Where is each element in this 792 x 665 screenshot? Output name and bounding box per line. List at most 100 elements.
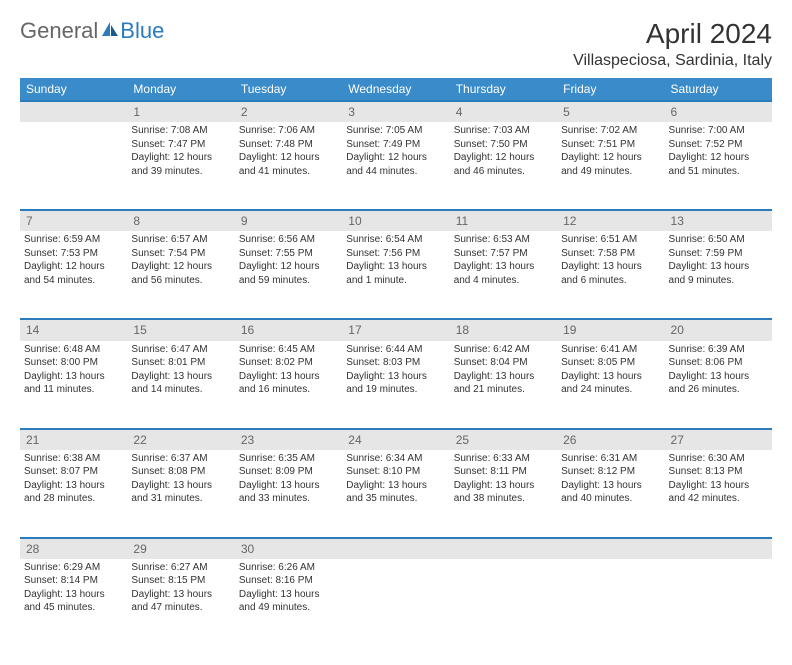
sunset-text: Sunset: 8:13 PM: [669, 465, 768, 479]
sunset-text: Sunset: 8:06 PM: [669, 356, 768, 370]
daylight-text-2: and 44 minutes.: [346, 165, 445, 179]
daylight-text: Daylight: 13 hours: [561, 370, 660, 384]
day-cell: Sunrise: 6:42 AMSunset: 8:04 PMDaylight:…: [450, 341, 557, 429]
weekday-header: Wednesday: [342, 78, 449, 101]
day-number: 19: [557, 319, 664, 340]
daylight-text: Daylight: 13 hours: [561, 260, 660, 274]
daylight-text-2: and 1 minute.: [346, 274, 445, 288]
day-number: 7: [20, 210, 127, 231]
day-cell: Sunrise: 6:31 AMSunset: 8:12 PMDaylight:…: [557, 450, 664, 538]
day-number: 23: [235, 429, 342, 450]
daylight-text: Daylight: 13 hours: [454, 479, 553, 493]
day-cell: Sunrise: 6:37 AMSunset: 8:08 PMDaylight:…: [127, 450, 234, 538]
day-number: 11: [450, 210, 557, 231]
sunset-text: Sunset: 7:58 PM: [561, 247, 660, 261]
daylight-text-2: and 54 minutes.: [24, 274, 123, 288]
daylight-text: Daylight: 13 hours: [131, 479, 230, 493]
day-cell: Sunrise: 6:30 AMSunset: 8:13 PMDaylight:…: [665, 450, 772, 538]
week-row: Sunrise: 7:08 AMSunset: 7:47 PMDaylight:…: [20, 122, 772, 210]
day-number: 21: [20, 429, 127, 450]
title-block: April 2024 Villaspeciosa, Sardinia, Ital…: [573, 18, 772, 70]
daylight-text-2: and 47 minutes.: [131, 601, 230, 615]
week-row: Sunrise: 6:38 AMSunset: 8:07 PMDaylight:…: [20, 450, 772, 538]
sunrise-text: Sunrise: 6:42 AM: [454, 343, 553, 357]
weekday-header: Friday: [557, 78, 664, 101]
sunrise-text: Sunrise: 6:29 AM: [24, 561, 123, 575]
sunset-text: Sunset: 8:05 PM: [561, 356, 660, 370]
week-row: Sunrise: 6:59 AMSunset: 7:53 PMDaylight:…: [20, 231, 772, 319]
day-cell: Sunrise: 6:53 AMSunset: 7:57 PMDaylight:…: [450, 231, 557, 319]
daylight-text: Daylight: 12 hours: [454, 151, 553, 165]
day-number: 27: [665, 429, 772, 450]
day-number: 26: [557, 429, 664, 450]
daylight-text-2: and 49 minutes.: [561, 165, 660, 179]
sunset-text: Sunset: 7:47 PM: [131, 138, 230, 152]
sunset-text: Sunset: 8:00 PM: [24, 356, 123, 370]
daylight-text: Daylight: 12 hours: [24, 260, 123, 274]
sunrise-text: Sunrise: 7:02 AM: [561, 124, 660, 138]
daylight-text: Daylight: 13 hours: [24, 588, 123, 602]
daylight-text-2: and 39 minutes.: [131, 165, 230, 179]
day-number: [665, 538, 772, 559]
daylight-text-2: and 41 minutes.: [239, 165, 338, 179]
daynum-row: 282930: [20, 538, 772, 559]
daylight-text-2: and 31 minutes.: [131, 492, 230, 506]
day-cell: Sunrise: 6:35 AMSunset: 8:09 PMDaylight:…: [235, 450, 342, 538]
day-cell: Sunrise: 6:54 AMSunset: 7:56 PMDaylight:…: [342, 231, 449, 319]
brand-part2: Blue: [120, 18, 164, 44]
day-number: 12: [557, 210, 664, 231]
sunset-text: Sunset: 8:12 PM: [561, 465, 660, 479]
day-cell: Sunrise: 6:56 AMSunset: 7:55 PMDaylight:…: [235, 231, 342, 319]
daylight-text: Daylight: 13 hours: [454, 260, 553, 274]
day-number: 14: [20, 319, 127, 340]
sunset-text: Sunset: 8:14 PM: [24, 574, 123, 588]
sunset-text: Sunset: 8:10 PM: [346, 465, 445, 479]
daylight-text-2: and 11 minutes.: [24, 383, 123, 397]
daylight-text-2: and 14 minutes.: [131, 383, 230, 397]
sunset-text: Sunset: 7:49 PM: [346, 138, 445, 152]
day-number: 13: [665, 210, 772, 231]
daylight-text-2: and 49 minutes.: [239, 601, 338, 615]
calendar-page: GeneralBlue April 2024 Villaspeciosa, Sa…: [0, 0, 792, 665]
page-header: GeneralBlue April 2024 Villaspeciosa, Sa…: [20, 18, 772, 70]
daylight-text: Daylight: 12 hours: [239, 151, 338, 165]
daylight-text: Daylight: 13 hours: [346, 260, 445, 274]
daylight-text: Daylight: 13 hours: [131, 370, 230, 384]
daylight-text: Daylight: 13 hours: [669, 479, 768, 493]
weekday-header: Thursday: [450, 78, 557, 101]
sunrise-text: Sunrise: 6:31 AM: [561, 452, 660, 466]
sunset-text: Sunset: 8:16 PM: [239, 574, 338, 588]
day-number: 2: [235, 101, 342, 122]
sunset-text: Sunset: 8:03 PM: [346, 356, 445, 370]
day-cell: Sunrise: 6:26 AMSunset: 8:16 PMDaylight:…: [235, 559, 342, 647]
daylight-text: Daylight: 12 hours: [561, 151, 660, 165]
sunrise-text: Sunrise: 6:44 AM: [346, 343, 445, 357]
sunset-text: Sunset: 8:08 PM: [131, 465, 230, 479]
daylight-text-2: and 4 minutes.: [454, 274, 553, 288]
daylight-text-2: and 38 minutes.: [454, 492, 553, 506]
sunset-text: Sunset: 7:59 PM: [669, 247, 768, 261]
day-cell: Sunrise: 7:06 AMSunset: 7:48 PMDaylight:…: [235, 122, 342, 210]
day-cell: [450, 559, 557, 647]
day-number: 20: [665, 319, 772, 340]
sunrise-text: Sunrise: 6:56 AM: [239, 233, 338, 247]
daylight-text: Daylight: 13 hours: [346, 370, 445, 384]
daylight-text-2: and 19 minutes.: [346, 383, 445, 397]
calendar-body: 123456Sunrise: 7:08 AMSunset: 7:47 PMDay…: [20, 101, 772, 647]
day-number: [557, 538, 664, 559]
daylight-text: Daylight: 13 hours: [24, 479, 123, 493]
daylight-text-2: and 24 minutes.: [561, 383, 660, 397]
daylight-text-2: and 56 minutes.: [131, 274, 230, 288]
day-cell: Sunrise: 7:03 AMSunset: 7:50 PMDaylight:…: [450, 122, 557, 210]
daylight-text-2: and 40 minutes.: [561, 492, 660, 506]
daylight-text-2: and 6 minutes.: [561, 274, 660, 288]
sunset-text: Sunset: 7:52 PM: [669, 138, 768, 152]
day-number: 25: [450, 429, 557, 450]
day-number: 10: [342, 210, 449, 231]
sunrise-text: Sunrise: 6:59 AM: [24, 233, 123, 247]
sunrise-text: Sunrise: 6:34 AM: [346, 452, 445, 466]
day-number: 4: [450, 101, 557, 122]
sunrise-text: Sunrise: 7:00 AM: [669, 124, 768, 138]
sunset-text: Sunset: 7:48 PM: [239, 138, 338, 152]
daylight-text-2: and 21 minutes.: [454, 383, 553, 397]
